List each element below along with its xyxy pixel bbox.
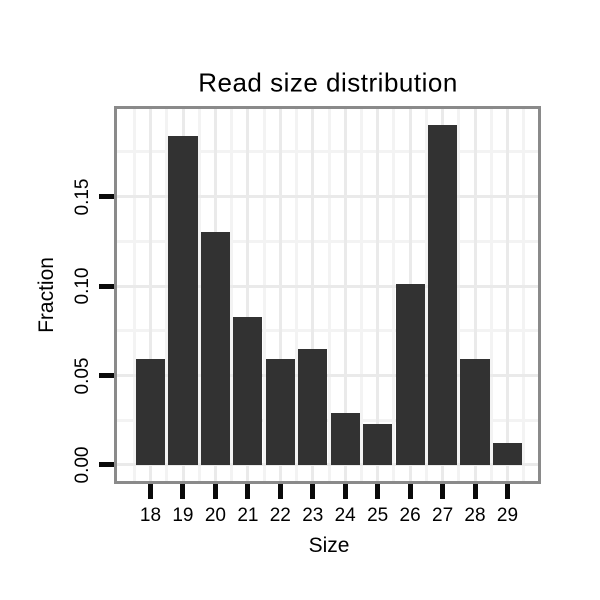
- bar-29: [492, 443, 523, 465]
- y-axis-title: Fraction: [35, 257, 58, 333]
- y-tick-mark: [99, 462, 114, 468]
- x-tick-label-19: 19: [172, 505, 194, 526]
- gridline-minor-v: [392, 109, 396, 481]
- bar-22: [265, 359, 295, 465]
- gridline-major-v: [343, 109, 347, 481]
- gridline-major-h: [117, 195, 538, 199]
- gridline-minor-v: [424, 109, 428, 481]
- gridline-minor-v: [295, 109, 298, 481]
- x-tick-label-24: 24: [334, 505, 356, 526]
- x-tick-mark: [375, 484, 381, 499]
- x-tick-mark: [342, 484, 348, 499]
- x-tick-label-29: 29: [496, 505, 519, 526]
- x-tick-label-26: 26: [399, 505, 421, 526]
- gridline-major-h: [117, 374, 538, 377]
- x-tick-label-27: 27: [432, 505, 454, 526]
- bar-25: [363, 423, 393, 465]
- x-tick-mark: [310, 484, 316, 499]
- x-tick-mark: [407, 484, 413, 499]
- bar-24: [330, 413, 360, 465]
- gridline-major-v: [473, 109, 477, 481]
- y-tick-label-0.00: 0.00: [72, 446, 93, 484]
- gridline-minor-v: [522, 109, 526, 481]
- x-axis-title: Size: [308, 534, 350, 557]
- x-tick-mark: [277, 484, 283, 499]
- bar-21: [233, 316, 263, 465]
- gridline-major-h: [117, 463, 538, 467]
- x-tick-label-18: 18: [139, 505, 162, 526]
- x-tick-label-25: 25: [367, 505, 389, 526]
- bar-20: [200, 232, 230, 465]
- gridline-major-v: [506, 109, 509, 481]
- bar-19: [168, 135, 198, 465]
- x-tick-label-21: 21: [237, 505, 259, 526]
- gridline-major-v: [149, 109, 152, 481]
- y-tick-mark: [99, 373, 114, 378]
- gridline-major-v: [376, 109, 380, 481]
- x-tick-label-22: 22: [269, 505, 291, 526]
- x-tick-mark: [440, 484, 446, 499]
- gridline-major-h: [117, 284, 538, 288]
- x-tick-mark: [245, 484, 251, 499]
- x-tick-label-28: 28: [464, 505, 486, 526]
- bar-18: [135, 359, 166, 465]
- gridline-major-v: [311, 109, 315, 481]
- gridline-major-v: [246, 109, 250, 481]
- y-tick-mark: [99, 194, 114, 200]
- gridline-minor-v: [197, 109, 201, 481]
- gridline-minor-v: [132, 109, 136, 481]
- gridline-minor-v: [165, 109, 169, 481]
- y-tick-mark: [99, 283, 114, 289]
- gridline-minor-v: [262, 109, 266, 481]
- y-tick-label-0.15: 0.15: [72, 178, 93, 216]
- x-tick-label-20: 20: [204, 505, 226, 526]
- bar-28: [460, 359, 490, 465]
- gridline-minor-v: [359, 109, 363, 481]
- gridline-minor-v: [457, 109, 461, 481]
- y-tick-label-0.10: 0.10: [72, 267, 93, 305]
- plot-panel: [117, 109, 538, 481]
- chart-title: Read size distribution: [198, 67, 458, 98]
- bar-26: [395, 284, 425, 465]
- x-tick-mark: [148, 484, 153, 499]
- gridline-major-v: [278, 109, 282, 481]
- gridline-minor-v: [327, 109, 331, 481]
- bar-23: [298, 348, 328, 465]
- y-tick-label-0.05: 0.05: [72, 357, 93, 394]
- x-tick-mark: [505, 484, 510, 499]
- gridline-minor-v: [489, 109, 493, 481]
- x-tick-mark: [472, 484, 478, 499]
- x-tick-mark: [180, 484, 186, 499]
- bar-27: [427, 125, 458, 465]
- x-tick-label-23: 23: [302, 505, 324, 526]
- x-tick-mark: [212, 484, 218, 499]
- gridline-minor-v: [230, 109, 234, 481]
